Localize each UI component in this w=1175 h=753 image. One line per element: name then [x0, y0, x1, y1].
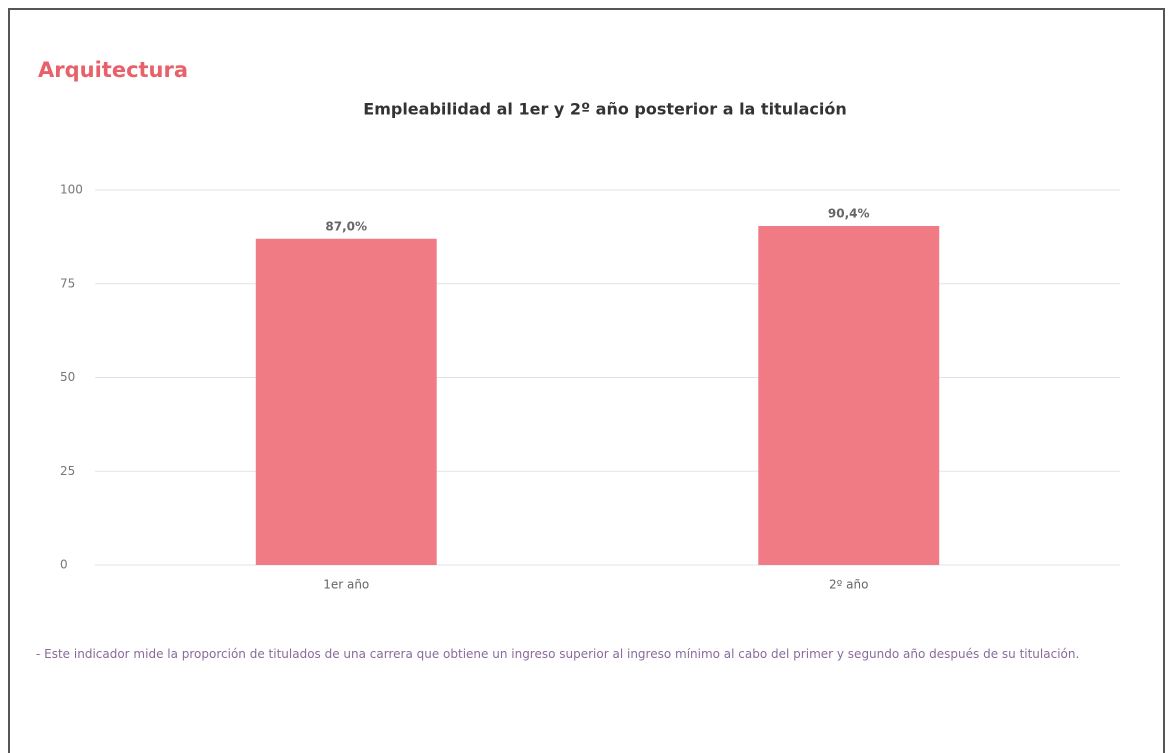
frame [8, 8, 1165, 753]
bar [255, 238, 437, 565]
x-tick-label: 2º año [829, 578, 868, 592]
chart-title: Empleabilidad al 1er y 2º año posterior … [363, 100, 846, 119]
heading: Arquitectura [38, 58, 189, 82]
y-tick-label: 50 [60, 370, 75, 384]
value-label: 87,0% [325, 219, 367, 233]
chart: Empleabilidad al 1er y 2º año posterior … [60, 100, 1120, 592]
bar [758, 226, 940, 565]
note: - Este indicador mide la proporción de t… [36, 647, 1080, 661]
y-tick-label: 100 [60, 183, 83, 197]
y-tick-label: 75 [60, 276, 75, 290]
y-tick-label: 25 [60, 464, 75, 478]
y-tick-label: 0 [60, 558, 68, 572]
value-label: 90,4% [828, 207, 870, 221]
x-tick-label: 1er año [323, 578, 369, 592]
